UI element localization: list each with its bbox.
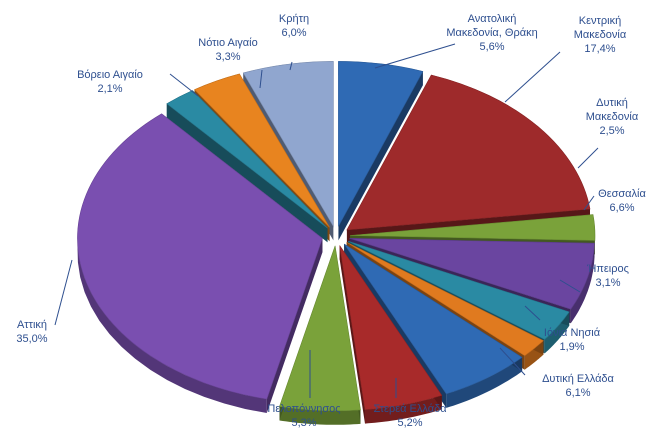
pie-slice-side xyxy=(446,357,523,408)
slice-name: Μακεδονία xyxy=(586,111,639,123)
slice-name: Μακεδονία xyxy=(574,29,627,41)
slice-name: Θεσσαλία xyxy=(598,188,646,200)
slice-label: Στερεά Ελλάδα 5,2% xyxy=(373,403,447,429)
slice-label: Κρήτη 6,0% xyxy=(279,13,309,39)
pie-slice-side xyxy=(570,243,595,324)
slice-percent: 35,0% xyxy=(16,333,47,345)
slice-label: Πελοπόννησος 5,3% xyxy=(267,403,340,429)
slice-label: Ανατολική Μακεδονία, Θράκη 5,6% xyxy=(446,13,537,53)
leader-line xyxy=(289,61,293,71)
slice-label: Βόρειο Αιγαίο 2,1% xyxy=(77,69,143,95)
leader-line xyxy=(577,147,599,169)
slice-label: Δυτική Ελλάδα 6,1% xyxy=(542,373,614,399)
slice-label: Αττική 35,0% xyxy=(16,319,47,345)
pie-slice xyxy=(338,61,424,227)
pie-slices xyxy=(77,61,596,412)
slice-label: Κεντρική Μακεδονία 17,4% xyxy=(574,15,627,55)
leader-line xyxy=(499,347,526,376)
slice-percent: 5,3% xyxy=(291,417,316,429)
pie-slice-wall xyxy=(338,71,423,241)
slice-name: Δυτική xyxy=(596,97,628,109)
slice-percent: 1,9% xyxy=(559,341,584,353)
slice-name: Πελοπόννησος xyxy=(267,403,340,415)
slice-percent: 6,1% xyxy=(565,387,590,399)
pie-slice xyxy=(242,61,334,228)
slice-name: Βόρειο Αιγαίο xyxy=(77,69,143,81)
slice-name: Νότιο Αιγαίο xyxy=(198,37,257,49)
leader-line xyxy=(583,195,595,211)
slice-label: Δυτική Μακεδονία 2,5% xyxy=(586,97,639,137)
slice-name: Αττική xyxy=(17,319,47,331)
pie-slice xyxy=(346,74,591,231)
pie-slice-side xyxy=(365,395,442,424)
pie-slice-side xyxy=(279,406,361,425)
slice-label: Θεσσαλία 6,6% xyxy=(598,188,646,214)
leader-line xyxy=(169,73,199,97)
pie-slice xyxy=(346,242,544,357)
pie-slice xyxy=(339,245,443,410)
slice-percent: 2,5% xyxy=(599,125,624,137)
slice-percent: 3,1% xyxy=(595,277,620,289)
slice-percent: 17,4% xyxy=(584,43,615,55)
pie-slice-wall xyxy=(266,238,323,413)
pie-slice-wall xyxy=(339,245,365,424)
slice-name: Ιόνια Νησιά xyxy=(544,327,601,339)
leader-line xyxy=(524,305,541,321)
slice-percent: 6,0% xyxy=(281,27,306,39)
leader-line xyxy=(559,279,581,293)
slice-name: Δυτική Ελλάδα xyxy=(542,373,614,385)
pie-slice xyxy=(347,240,570,340)
slice-name: Κρήτη xyxy=(279,13,309,25)
pie-slice xyxy=(193,73,330,228)
slice-label: Ήπειρος 3,1% xyxy=(586,263,629,289)
slice-label: Νότιο Αιγαίο 3,3% xyxy=(198,37,257,63)
leader-line xyxy=(54,259,73,326)
leader-line xyxy=(504,51,561,103)
slice-name: Στερεά Ελλάδα xyxy=(373,403,447,415)
slice-name: Ήπειρος xyxy=(586,263,629,275)
pie-slice xyxy=(279,245,361,412)
slice-label: Ιόνια Νησιά 1,9% xyxy=(544,327,601,353)
pie-slice-wall xyxy=(166,103,328,243)
slice-percent: 5,2% xyxy=(397,417,422,429)
leader-line xyxy=(374,43,456,69)
pie-slice-side xyxy=(77,113,267,414)
pie-slice xyxy=(349,238,595,310)
pie-slice xyxy=(166,90,328,229)
pie-slice xyxy=(77,113,323,400)
slice-name: Μακεδονία, Θράκη xyxy=(446,27,537,39)
slice-percent: 3,3% xyxy=(215,51,240,63)
slice-percent: 5,6% xyxy=(479,41,504,53)
leader-line xyxy=(259,69,263,89)
slice-name: Κεντρική xyxy=(579,15,621,27)
slice-name: Ανατολική xyxy=(468,13,517,25)
pie-slice xyxy=(349,214,596,241)
slice-percent: 2,1% xyxy=(97,83,122,95)
pie-labels: Ανατολική Μακεδονία, Θράκη 5,6% Κεντρική Μακ… xyxy=(16,13,646,429)
slice-percent: 6,6% xyxy=(609,202,634,214)
pie-slice xyxy=(343,243,523,395)
